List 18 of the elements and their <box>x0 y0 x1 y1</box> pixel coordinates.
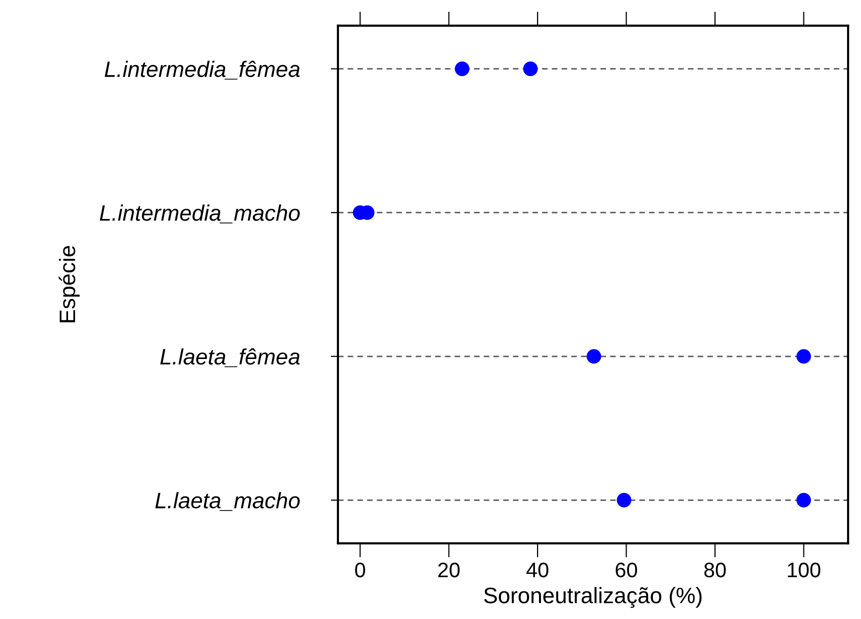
y-tick-label: L.intermedia_fêmea <box>104 60 300 80</box>
point <box>616 492 632 508</box>
point <box>796 349 812 364</box>
y-tick-label: L.laeta_fêmea <box>160 348 300 368</box>
x-tick-label: 80 <box>704 562 726 578</box>
x-tick-label: 100 <box>788 562 820 578</box>
x-tick-label: 20 <box>438 562 460 578</box>
y-tick-label: L.laeta_macho <box>155 492 300 511</box>
x-axis-title: Soroneutralização (%) <box>484 587 702 608</box>
x-tick-label: 40 <box>526 562 548 578</box>
x-tick-label: 60 <box>616 562 638 578</box>
point <box>586 349 602 364</box>
y-axis-title: Espécie <box>58 246 80 322</box>
point <box>796 492 812 508</box>
point <box>454 62 470 76</box>
x-tick-label: 0 <box>355 562 366 578</box>
point <box>523 62 538 76</box>
y-tick-label: L.intermedia_macho <box>100 204 300 224</box>
